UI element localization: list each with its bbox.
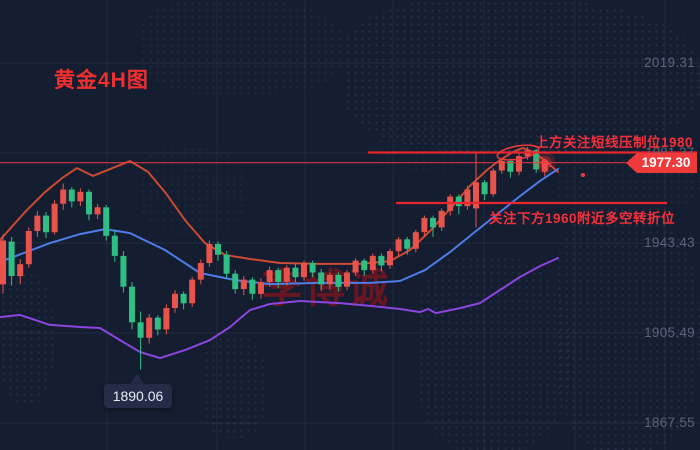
map-dots-backdrop	[140, 0, 345, 95]
map-dots-backdrop	[345, 0, 700, 152]
map-dots-backdrop	[418, 256, 570, 450]
map-dots-backdrop	[378, 123, 468, 173]
y-axis-label: 1943.43	[644, 235, 695, 250]
last-price-tag: 1977.30	[626, 153, 697, 173]
red-dot-marker	[581, 173, 585, 177]
y-axis-label: 1905.49	[644, 325, 695, 340]
lower-band	[0, 257, 559, 360]
map-dots-backdrop	[0, 272, 54, 404]
highlight-ellipse	[496, 144, 540, 161]
map-dots-backdrop	[203, 336, 267, 438]
y-axis-label: 2019.31	[644, 55, 695, 70]
map-dots-backdrop	[140, 146, 248, 234]
low-tooltip-arrow	[130, 374, 144, 384]
support-annotation-text: 关注下方1960附近多空转折位	[489, 211, 676, 226]
map-dots-backdrop	[556, 208, 700, 450]
upper-band	[0, 146, 559, 265]
swing-low-tooltip: 1890.06	[104, 384, 172, 408]
resistance-annotation-text: 上方关注短线压制位1980	[535, 135, 694, 150]
chart-title: 黄金4H图	[54, 69, 149, 92]
y-axis-label: 1867.55	[644, 415, 695, 430]
candles	[0, 146, 548, 370]
last-price-glow	[533, 151, 556, 174]
